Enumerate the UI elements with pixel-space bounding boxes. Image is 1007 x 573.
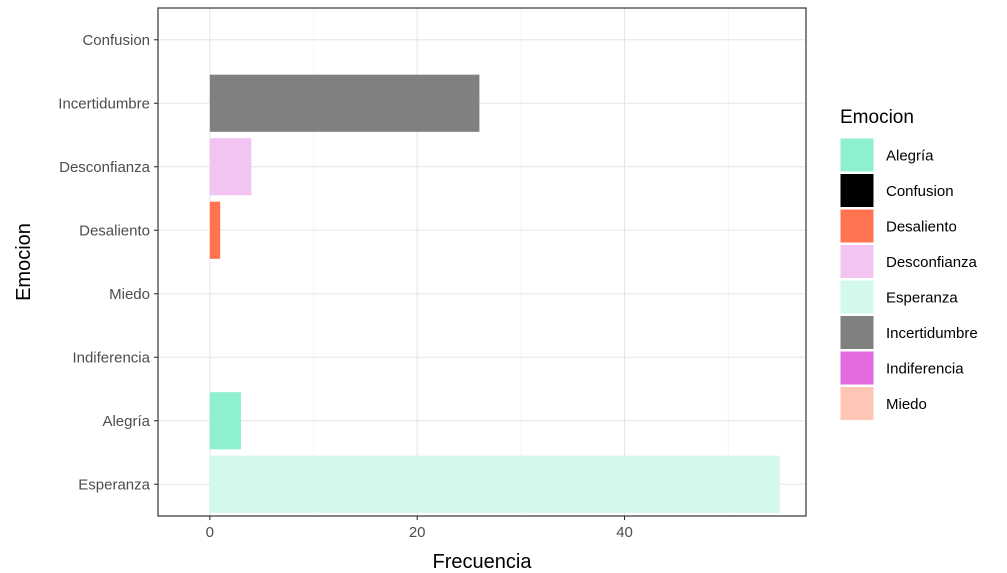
x-tick-label: 0 <box>206 524 214 541</box>
y-axis-ticks: Esperanza Alegría Indiferencia Miedo Desalie… <box>58 32 158 493</box>
x-tick-label: 40 <box>616 524 633 541</box>
legend-label: Esperanza <box>886 290 958 307</box>
legend-label: Indiferencia <box>886 361 964 378</box>
x-axis-title: Frecuencia <box>433 551 533 573</box>
bars <box>209 74 781 513</box>
legend-swatch-esperanza <box>839 279 875 315</box>
bar-desaliento <box>209 201 221 259</box>
panel-border <box>157 7 807 517</box>
x-tick-label: 20 <box>409 524 426 541</box>
y-tick-label: Esperanza <box>78 476 150 493</box>
bar-desconfianza <box>209 138 252 196</box>
legend-label: Desaliento <box>886 219 957 236</box>
y-tick-label: Desaliento <box>79 222 150 239</box>
bar-incertidumbre <box>209 74 480 132</box>
legend-swatch-desaliento <box>839 208 875 244</box>
legend-label: Alegría <box>886 148 934 165</box>
y-tick-label: Desconfianza <box>59 159 151 176</box>
legend-swatch-alegría <box>839 137 875 173</box>
y-tick-label: Indiferencia <box>72 349 150 366</box>
legend-label: Incertidumbre <box>886 325 978 342</box>
legend: Emocion Alegría Confusion Desaliento Descon… <box>839 107 978 421</box>
legend-label: Miedo <box>886 396 927 413</box>
legend-swatch-miedo <box>839 386 875 421</box>
y-tick-label: Incertidumbre <box>58 95 150 112</box>
bar-alegría <box>209 392 241 450</box>
legend-swatch-confusion <box>839 173 875 208</box>
legend-swatch-incertidumbre <box>839 315 875 350</box>
y-axis-title: Emocion <box>13 223 35 301</box>
y-tick-label: Alegría <box>102 413 150 430</box>
bar-esperanza <box>209 455 781 513</box>
legend-label: Desconfianza <box>886 254 978 271</box>
legend-label: Confusion <box>886 183 954 200</box>
legend-swatch-indiferencia <box>839 350 875 386</box>
legend-swatch-desconfianza <box>839 244 875 279</box>
y-tick-label: Miedo <box>109 286 150 303</box>
legend-title: Emocion <box>840 107 914 128</box>
y-tick-label: Confusion <box>82 32 150 49</box>
x-axis-ticks: 0 20 40 <box>206 516 633 541</box>
